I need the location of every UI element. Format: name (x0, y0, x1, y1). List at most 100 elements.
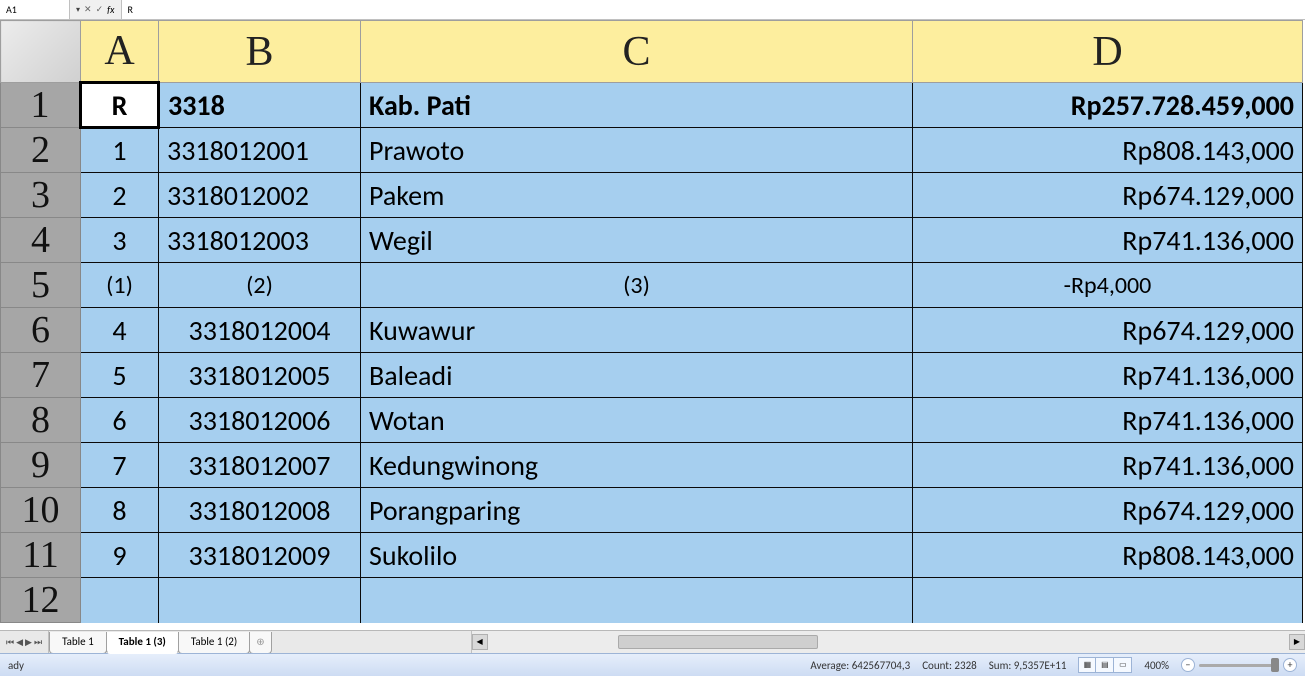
status-sum: Sum: 9,5357E+11 (989, 659, 1067, 672)
row-header[interactable]: 9 (1, 443, 81, 488)
cell[interactable]: 3318012001 (159, 128, 361, 173)
formula-input[interactable]: R (121, 0, 1305, 19)
zoom-track[interactable] (1199, 664, 1279, 667)
cell[interactable]: Rp808.143,000 (913, 533, 1303, 578)
status-count: Count: 2328 (922, 659, 977, 672)
cell[interactable]: 3318 (159, 83, 361, 128)
row-header[interactable]: 5 (1, 263, 81, 308)
col-header-C[interactable]: C (361, 21, 913, 83)
name-box[interactable]: A1 (0, 0, 70, 19)
cell[interactable]: 4 (81, 308, 159, 353)
cell[interactable]: 3318012006 (159, 398, 361, 443)
add-sheet-button[interactable]: ⊕ (249, 632, 271, 654)
cell[interactable]: Pakem (361, 173, 913, 218)
cell[interactable]: 3318012002 (159, 173, 361, 218)
cell[interactable]: (1) (81, 263, 159, 308)
sheet-tab[interactable]: Table 1 (49, 632, 107, 654)
col-header-D[interactable]: D (913, 21, 1303, 83)
name-box-dropdown-icon[interactable]: ▾ (76, 5, 80, 15)
cell[interactable]: Wotan (361, 398, 913, 443)
row-header[interactable]: 1 (1, 83, 81, 128)
cell[interactable]: Kedungwinong (361, 443, 913, 488)
cell[interactable]: -Rp4,000 (913, 263, 1303, 308)
cell[interactable]: Rp741.136,000 (913, 218, 1303, 263)
sheet-tab[interactable]: Table 1 (2) (178, 632, 250, 654)
cell[interactable]: 7 (81, 443, 159, 488)
cell[interactable]: Kuwawur (361, 308, 913, 353)
cell[interactable]: Rp808.143,000 (913, 128, 1303, 173)
cancel-formula-icon[interactable]: ✕ (84, 4, 92, 15)
row-header[interactable]: 4 (1, 218, 81, 263)
cell[interactable]: Wegil (361, 218, 913, 263)
formula-controls: ▾ ✕ ✓ fx (70, 0, 121, 19)
sheet-tab-bar: ⏮ ◀ ▶ ⏭ Table 1Table 1 (3)Table 1 (2)⊕ ◀… (0, 630, 1305, 653)
row-header[interactable]: 10 (1, 488, 81, 533)
zoom-thumb[interactable] (1271, 658, 1279, 672)
cell[interactable]: 9 (81, 533, 159, 578)
cell[interactable]: 3318012009 (159, 533, 361, 578)
hscroll-right-icon[interactable]: ▶ (1289, 634, 1305, 650)
cell[interactable]: 1 (81, 128, 159, 173)
cell[interactable]: Sukolilo (361, 533, 913, 578)
cell[interactable]: Rp257.728.459,000 (913, 83, 1303, 128)
cell[interactable]: Rp741.136,000 (913, 443, 1303, 488)
cell[interactable]: 2 (81, 173, 159, 218)
cell[interactable]: 6 (81, 398, 159, 443)
cell[interactable]: R (81, 83, 159, 128)
cell[interactable]: 8 (81, 488, 159, 533)
view-page-break-button[interactable]: ▭ (1114, 657, 1132, 673)
view-buttons: ▦ ▤ ▭ (1078, 657, 1132, 673)
cell[interactable]: 3318012008 (159, 488, 361, 533)
cell[interactable]: (2) (159, 263, 361, 308)
cell[interactable]: Prawoto (361, 128, 913, 173)
tab-nav-prev-icon[interactable]: ◀ (16, 637, 23, 648)
row-header[interactable]: 8 (1, 398, 81, 443)
row-header[interactable]: 6 (1, 308, 81, 353)
horizontal-scrollbar[interactable]: ◀ ▶ (471, 631, 1305, 653)
cell[interactable]: Baleadi (361, 353, 913, 398)
table-row: 863318012006WotanRp741.136,000 (1, 398, 1303, 443)
view-normal-button[interactable]: ▦ (1078, 657, 1096, 673)
cell[interactable]: 3318012007 (159, 443, 361, 488)
cell[interactable]: 3318012005 (159, 353, 361, 398)
tab-nav-first-icon[interactable]: ⏮ (6, 637, 14, 648)
view-page-layout-button[interactable]: ▤ (1096, 657, 1114, 673)
col-header-B[interactable]: B (159, 21, 361, 83)
confirm-formula-icon[interactable]: ✓ (96, 4, 104, 15)
cell[interactable]: Porangparing (361, 488, 913, 533)
row-header[interactable]: 7 (1, 353, 81, 398)
row-header[interactable]: 2 (1, 128, 81, 173)
cell[interactable]: Kab. Pati (361, 83, 913, 128)
zoom-slider[interactable]: − + (1181, 658, 1297, 672)
zoom-level[interactable]: 400% (1144, 659, 1169, 672)
cell[interactable]: Rp674.129,000 (913, 173, 1303, 218)
hscroll-thumb[interactable] (618, 635, 818, 649)
zoom-out-button[interactable]: − (1181, 658, 1195, 672)
sheet-table: A B C D 1R3318Kab. PatiRp257.728.459,000… (0, 20, 1303, 623)
row-header[interactable]: 12 (1, 578, 81, 623)
spreadsheet-grid[interactable]: A B C D 1R3318Kab. PatiRp257.728.459,000… (0, 20, 1305, 630)
hscroll-left-icon[interactable]: ◀ (472, 634, 488, 650)
cell[interactable] (913, 578, 1303, 623)
cell[interactable]: Rp741.136,000 (913, 353, 1303, 398)
col-header-A[interactable]: A (81, 21, 159, 83)
select-all-corner[interactable] (1, 21, 81, 83)
row-header[interactable]: 11 (1, 533, 81, 578)
cell[interactable]: Rp674.129,000 (913, 308, 1303, 353)
cell[interactable] (361, 578, 913, 623)
cell[interactable]: 5 (81, 353, 159, 398)
cell[interactable]: 3 (81, 218, 159, 263)
cell[interactable] (159, 578, 361, 623)
row-header[interactable]: 3 (1, 173, 81, 218)
tab-nav-last-icon[interactable]: ⏭ (34, 637, 42, 648)
tab-nav-next-icon[interactable]: ▶ (25, 637, 32, 648)
cell[interactable] (81, 578, 159, 623)
fx-icon[interactable]: fx (107, 3, 114, 16)
cell[interactable]: Rp674.129,000 (913, 488, 1303, 533)
cell[interactable]: Rp741.136,000 (913, 398, 1303, 443)
cell[interactable]: (3) (361, 263, 913, 308)
sheet-tab[interactable]: Table 1 (3) (106, 632, 179, 654)
cell[interactable]: 3318012004 (159, 308, 361, 353)
zoom-in-button[interactable]: + (1283, 658, 1297, 672)
cell[interactable]: 3318012003 (159, 218, 361, 263)
